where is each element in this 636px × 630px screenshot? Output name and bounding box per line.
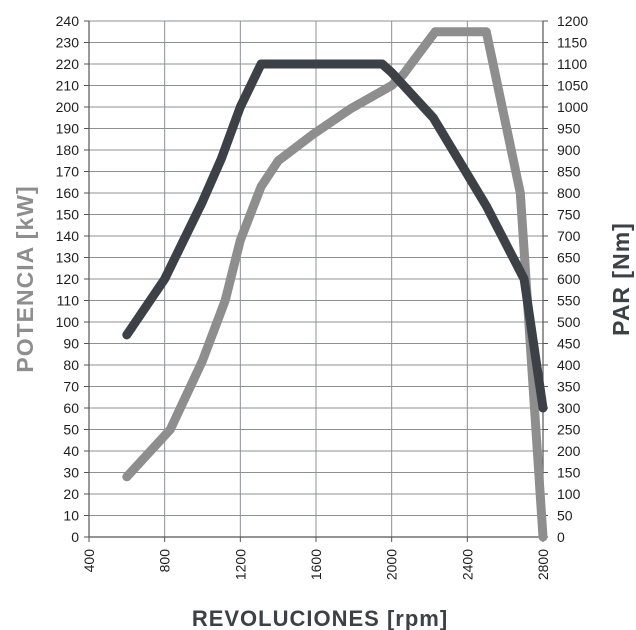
potencia-line xyxy=(122,27,548,542)
x-tick-label: 800 xyxy=(157,549,173,573)
x-tick-label: 1600 xyxy=(308,549,324,580)
left-y-tick-label: 140 xyxy=(56,228,80,244)
left-y-tick-label: 0 xyxy=(71,529,79,545)
left-y-ticks: 0 10 20 30 40 50 60 70 80 90 100 110 120 130 140 150 160… xyxy=(56,13,80,545)
right-y-tick-label: 1050 xyxy=(557,78,588,94)
left-y-tick-label: 70 xyxy=(63,379,79,395)
x-tick-label: 2000 xyxy=(384,549,400,580)
right-y-tick-label: 1150 xyxy=(557,35,587,51)
x-tick-label: 2800 xyxy=(535,549,551,580)
left-y-tick-label: 150 xyxy=(56,207,80,223)
left-y-tick-label: 40 xyxy=(63,443,79,459)
right-y-tick-label: 700 xyxy=(557,228,581,244)
left-y-tick-label: 120 xyxy=(56,271,80,287)
right-y-tick-label: 750 xyxy=(557,207,581,223)
right-y-tick-label: 850 xyxy=(557,164,581,180)
right-y-tick-label: 950 xyxy=(557,121,581,137)
left-y-tick-label: 10 xyxy=(63,508,79,524)
left-y-axis-label: POTENCIA [kW] xyxy=(12,185,38,372)
right-y-tick-label: 600 xyxy=(557,271,581,287)
left-y-tick-label: 60 xyxy=(63,400,79,416)
left-y-tick-label: 240 xyxy=(56,13,80,29)
right-y-tick-label: 1000 xyxy=(557,99,588,115)
x-tick-label: 2400 xyxy=(459,549,475,580)
left-y-tick-label: 210 xyxy=(56,78,80,94)
left-y-tick-label: 80 xyxy=(63,357,79,373)
left-y-tick-label: 160 xyxy=(56,185,80,201)
left-y-tick-label: 30 xyxy=(63,465,79,481)
right-y-tick-label: 650 xyxy=(557,250,581,266)
right-y-axis-label: PAR [Nm] xyxy=(608,222,634,336)
right-y-tick-label: 250 xyxy=(557,422,581,438)
right-y-tick-label: 1100 xyxy=(557,56,587,72)
right-y-tick-label: 400 xyxy=(557,357,581,373)
x-ticks: 400 800 1200 1600 2000 2400 2800 xyxy=(81,549,551,580)
left-y-tick-label: 220 xyxy=(56,56,80,72)
left-y-tick-label: 20 xyxy=(63,486,79,502)
right-y-tick-label: 150 xyxy=(557,465,581,481)
x-tick-label: 1200 xyxy=(232,549,248,580)
x-axis-label: REVOLUCIONES [rpm] xyxy=(192,606,448,630)
left-y-tick-label: 50 xyxy=(63,422,79,438)
right-y-ticks: 0 50 100 150 200 250 300 350 400 450 500 550 600 650 7… xyxy=(557,13,588,545)
par-line xyxy=(122,59,548,413)
left-y-tick-label: 90 xyxy=(63,336,79,352)
axes xyxy=(84,20,548,542)
x-tick-label: 400 xyxy=(81,549,97,573)
right-y-tick-label: 350 xyxy=(557,379,581,395)
right-y-tick-label: 550 xyxy=(557,293,581,309)
right-y-tick-label: 300 xyxy=(557,400,581,416)
right-y-tick-label: 50 xyxy=(557,508,573,524)
grid xyxy=(88,20,544,538)
right-y-tick-label: 100 xyxy=(557,486,581,502)
right-y-tick-label: 0 xyxy=(557,529,565,545)
left-y-tick-label: 180 xyxy=(56,142,80,158)
right-y-tick-label: 1200 xyxy=(557,13,588,29)
left-y-tick-label: 190 xyxy=(56,121,80,137)
left-y-tick-label: 100 xyxy=(56,314,80,330)
right-y-tick-label: 800 xyxy=(557,185,581,201)
left-y-tick-label: 230 xyxy=(56,35,80,51)
left-y-tick-label: 200 xyxy=(56,99,80,115)
right-y-tick-label: 450 xyxy=(557,336,581,352)
series-lines xyxy=(122,27,548,542)
right-y-tick-label: 200 xyxy=(557,443,581,459)
right-y-tick-label: 900 xyxy=(557,142,581,158)
left-y-tick-label: 110 xyxy=(57,293,80,309)
left-y-tick-label: 130 xyxy=(56,250,80,266)
left-y-tick-label: 170 xyxy=(56,164,80,180)
right-y-tick-label: 500 xyxy=(557,314,581,330)
